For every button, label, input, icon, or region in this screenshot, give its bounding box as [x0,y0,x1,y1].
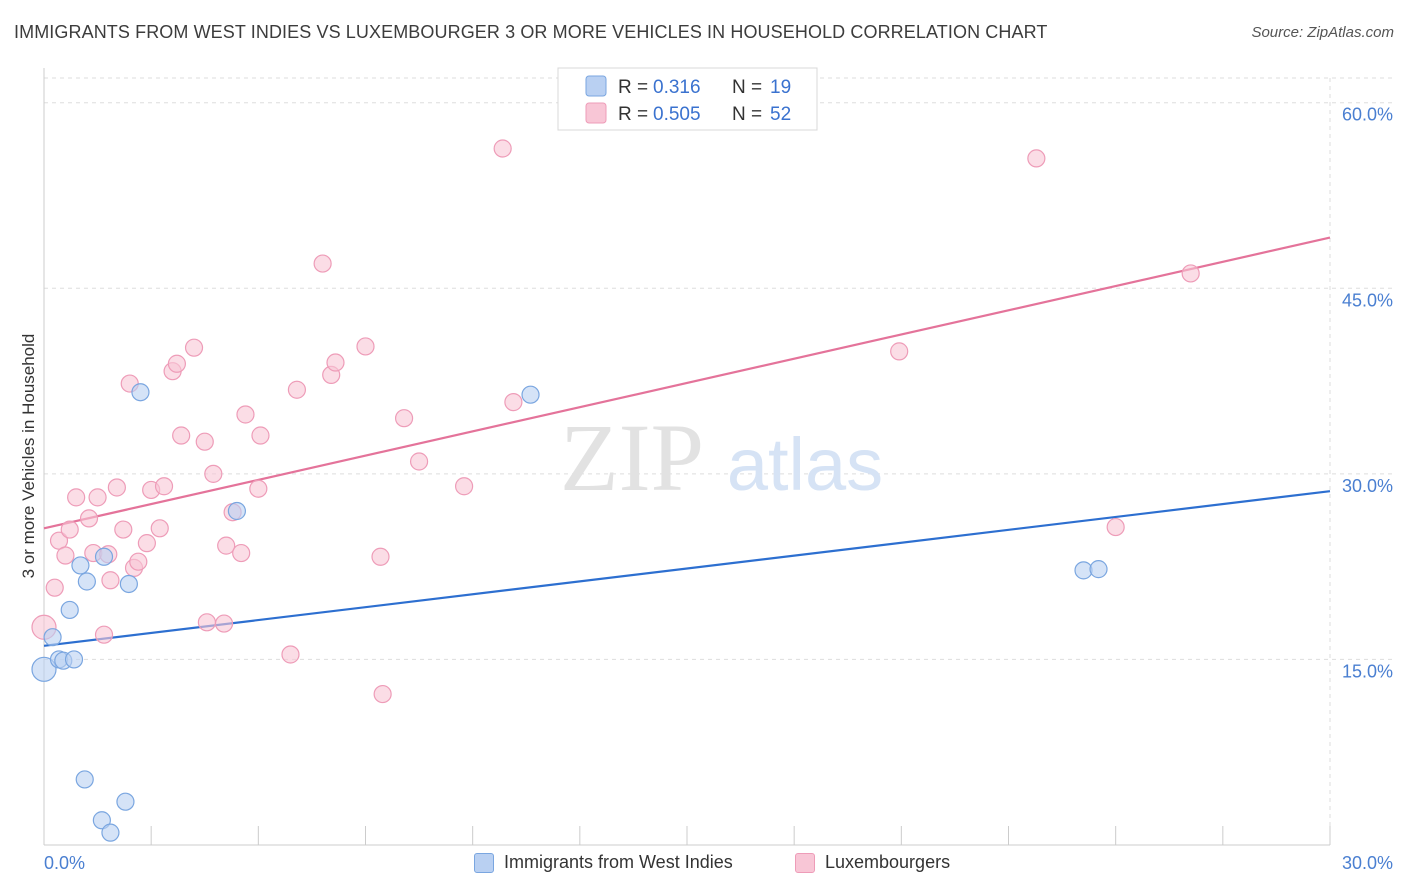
point-luxembourgers-6 [79,509,99,528]
legend-label-west-indies: Immigrants from West Indies [504,852,733,872]
point-west-indies-5 [64,650,84,669]
point-luxembourgers-28 [214,614,234,633]
point-luxembourgers-4 [60,520,79,539]
stats-legend: R = 0.316 N = 19 R = 0.505 N = 52 [557,67,818,131]
point-luxembourgers-22 [167,354,186,373]
y-tick-label-1: 30.0% [1342,476,1393,496]
legend-r-label-1: R = [618,77,648,98]
point-west-indies-10 [92,811,111,830]
legend-label-luxembourgers: Luxembourgers [825,852,951,872]
trendline-west-indies [43,490,1331,647]
point-west-indies-11 [101,823,120,842]
point-west-indies-14 [131,383,150,402]
legend-n-label-2: N = [732,104,762,125]
legend-n-value-2: 52 [770,104,791,125]
point-luxembourgers-51 [1181,264,1200,283]
series-legend: Immigrants from West Indies Luxembourger… [0,852,1406,878]
legend-n-value-1: 19 [770,77,791,98]
point-luxembourgers-50 [1106,517,1125,537]
point-luxembourgers-20 [154,477,174,496]
point-west-indies-1 [43,628,62,647]
point-luxembourgers-46 [493,139,512,158]
point-luxembourgers-49 [1027,149,1046,168]
point-luxembourgers-24 [184,338,204,357]
point-luxembourgers-3 [56,546,75,565]
point-luxembourgers-23 [172,426,191,445]
legend-n-label-1: N = [732,77,762,98]
point-luxembourgers-9 [94,625,114,644]
point-luxembourgers-45 [454,477,474,496]
point-west-indies-0 [31,656,57,682]
y-tick-label-3: 60.0% [1342,105,1393,125]
point-luxembourgers-11 [101,571,120,590]
point-west-indies-7 [77,572,96,591]
point-luxembourgers-39 [326,353,345,372]
legend-swatch-luxembourgers [795,852,815,873]
legend-swatch-pink [585,102,607,124]
point-luxembourgers-19 [150,519,169,538]
legend-swatch-west-indies [474,852,494,873]
point-luxembourgers-42 [373,684,392,704]
point-west-indies-18 [1089,560,1108,579]
watermark-atlas: atlas [727,423,883,506]
point-luxembourgers-17 [137,534,156,553]
point-west-indies-8 [75,770,94,789]
point-luxembourgers-47 [504,393,523,412]
point-west-indies-6 [71,556,90,575]
point-luxembourgers-31 [232,543,251,563]
source-credit: Source: ZipAtlas.com [1251,24,1394,41]
tick-labels: 15.0% 30.0% 45.0% 60.0% 0.0% 30.0% [44,105,1393,873]
point-luxembourgers-44 [409,452,429,471]
point-luxembourgers-16 [129,552,148,571]
point-luxembourgers-25 [195,432,214,451]
point-luxembourgers-29 [217,536,236,555]
point-luxembourgers-41 [371,547,390,566]
y-tick-label-0: 15.0% [1342,661,1393,681]
point-west-indies-16 [521,385,540,404]
axes [43,68,1331,846]
point-luxembourgers-32 [236,405,255,424]
legend-r-value-1: 0.316 [653,77,701,98]
point-luxembourgers-1 [45,578,64,597]
y-tick-label-2: 45.0% [1342,290,1393,310]
point-luxembourgers-26 [197,613,216,632]
legend-r-label-2: R = [618,104,648,125]
y-axis-label: 3 or more Vehicles in Household [19,334,38,579]
x-tick-label-0: 0.0% [44,853,85,873]
point-west-indies-17 [1074,561,1093,580]
point-luxembourgers-5 [67,488,86,507]
point-luxembourgers-35 [281,645,300,664]
legend-swatch-blue [585,75,607,97]
point-west-indies-4 [60,600,79,620]
x-tick-label-1: 30.0% [1342,853,1393,873]
point-west-indies-13 [119,574,138,594]
watermark-zip: ZIP [560,404,704,511]
data-points [31,139,1200,842]
point-luxembourgers-12 [107,478,126,497]
point-luxembourgers-36 [287,380,307,399]
grid-lines [44,77,1395,845]
point-luxembourgers-37 [313,254,332,273]
point-luxembourgers-40 [356,337,375,356]
chart-title: IMMIGRANTS FROM WEST INDIES VS LUXEMBOUR… [14,22,1048,42]
point-west-indies-15 [227,501,246,521]
point-luxembourgers-48 [890,342,909,361]
point-luxembourgers-8 [88,488,107,507]
point-luxembourgers-27 [204,464,223,483]
point-luxembourgers-13 [114,520,133,539]
legend-r-value-2: 0.505 [653,104,701,125]
point-west-indies-9 [94,547,114,566]
legend-item-luxembourgers: Luxembourgers [795,852,950,873]
point-luxembourgers-33 [249,479,268,498]
legend-item-west-indies: Immigrants from West Indies [474,852,733,873]
point-luxembourgers-34 [251,426,270,445]
point-luxembourgers-43 [394,409,414,428]
point-west-indies-12 [116,792,135,811]
watermark: ZIP atlas [560,404,883,511]
